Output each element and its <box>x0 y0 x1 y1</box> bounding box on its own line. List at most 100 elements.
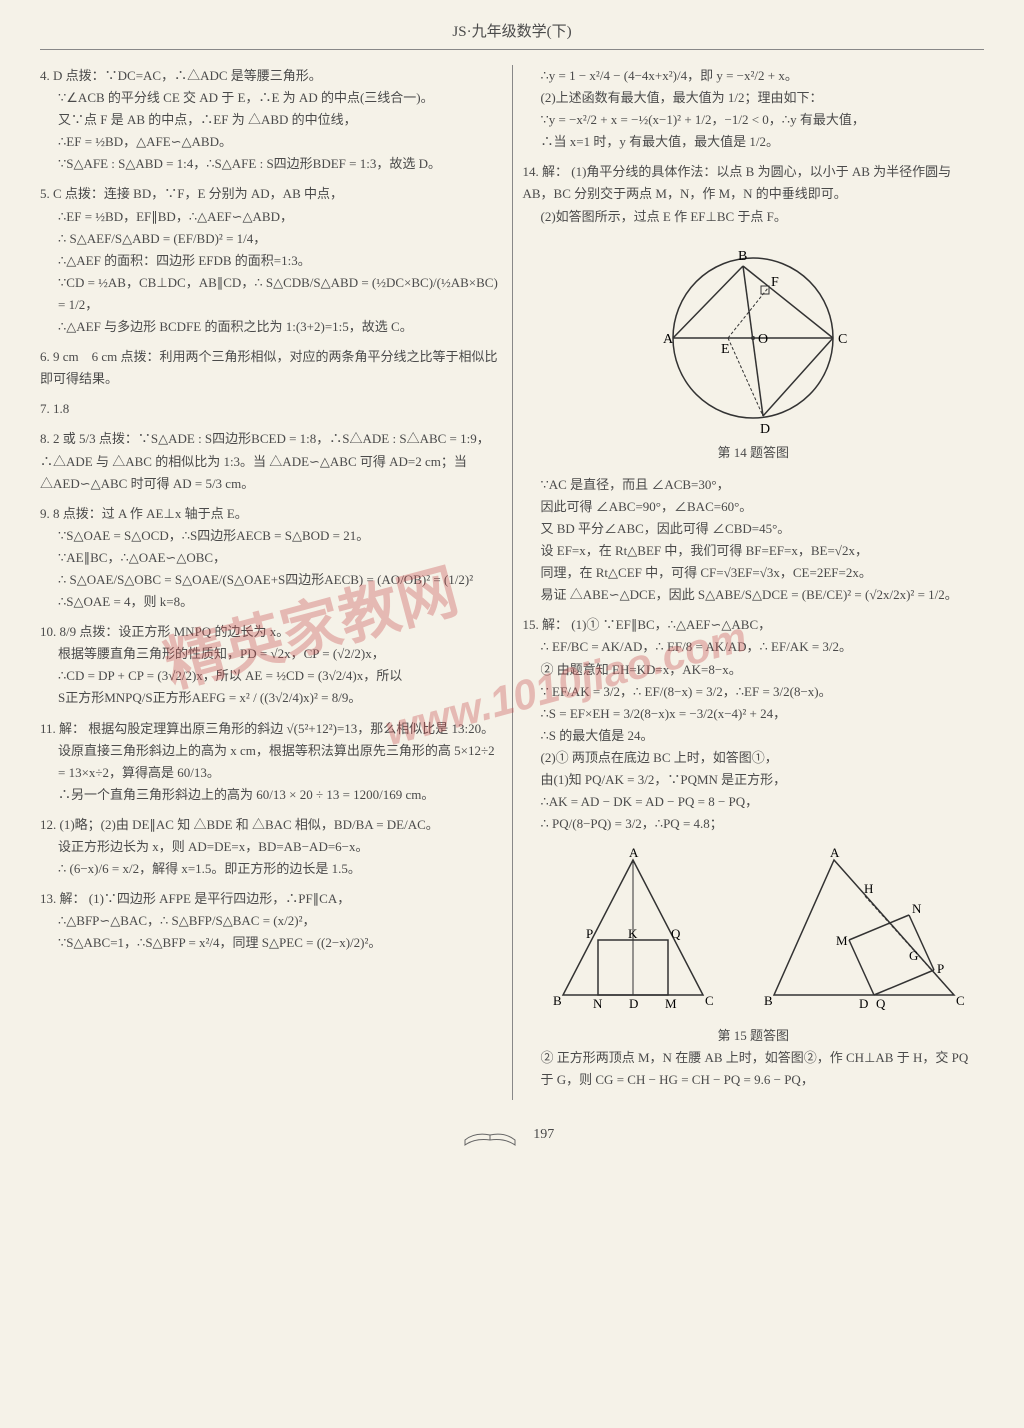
q10-line3: ∴CD = DP + CP = (3√2/2)x，所以 AE = ½CD = (… <box>40 665 502 687</box>
label-K1: K <box>628 926 638 941</box>
q14-line1: (1)角平分线的具体作法：以点 B 为圆心，以小于 AB 为半径作圆与 AB，B… <box>523 164 952 201</box>
q13c-line1: ∴y = 1 − x²/4 − (4−4x+x²)/4，即 y = −x²/2 … <box>523 65 985 87</box>
figure-15: A B C P Q K N D M ① <box>523 845 985 1015</box>
label-C: C <box>838 332 847 347</box>
figure-15-2-svg: A B C H N P M G D Q ② <box>764 845 964 1015</box>
figure-14-svg: A B C D E F O <box>653 238 853 438</box>
label-D2: D <box>859 996 868 1011</box>
label-A1: A <box>629 845 639 860</box>
q14-line7: 同理，在 Rt△CEF 中，可得 CF=√3EF=√3x，CE=2EF=2x。 <box>523 562 985 584</box>
q13-line3: ∵S△ABC=1，∴S△BFP = x²/4，同理 S△PEC = ((2−x)… <box>40 932 502 954</box>
q15-line2: ∴ EF/BC = AK/AD，∴ EF/8 = AK/AD，∴ EF/AK =… <box>523 636 985 658</box>
q5-num: 5. C <box>40 186 62 201</box>
question-4: 4. D 点拨：∵DC=AC，∴△ADC 是等腰三角形。 ∵∠ACB 的平分线 … <box>40 65 502 175</box>
label-C2: C <box>956 993 964 1008</box>
q15-line6: ∴S 的最大值是 24。 <box>523 725 985 747</box>
label-C1: C <box>705 993 714 1008</box>
right-column: ∴y = 1 − x²/4 − (4−4x+x²)/4，即 y = −x²/2 … <box>523 65 985 1100</box>
question-13: 13. 解： (1)∵四边形 AFPE 是平行四边形，∴PF∥CA， ∴△BFP… <box>40 888 502 954</box>
page-header: JS·九年级数学(下) <box>40 20 984 50</box>
q5-hint: 点拨：连接 BD，∵F，E 分别为 AD，AB 中点， <box>65 186 343 201</box>
q7-num: 7. 1.8 <box>40 401 69 416</box>
q5-line4: ∴△AEF 的面积：四边形 EFDB 的面积=1:3。 <box>40 250 502 272</box>
q9-num: 9. 8 <box>40 506 60 521</box>
q15-num: 15. 解： <box>523 617 569 632</box>
q15-line4: ∵ EF/AK = 3/2，∴ EF/(8−x) = 3/2，∴EF = 3/2… <box>523 681 985 703</box>
label-B: B <box>738 249 747 264</box>
label-H2: H <box>864 881 873 896</box>
q9-line4: ∴ S△OAE/S△OBC = S△OAE/(S△OAE+S四边形AECB) =… <box>40 569 502 591</box>
q14-line3: ∵AC 是直径，而且 ∠ACB=30°， <box>523 474 985 496</box>
label-B2: B <box>764 993 773 1008</box>
question-8: 8. 2 或 5/3 点拨：∵S△ADE : S四边形BCED = 1:8，∴S… <box>40 428 502 494</box>
figure-14: A B C D E F O 第 14 题答图 <box>523 238 985 464</box>
q4-line5: ∵S△AFE : S△ABD = 1:4，∴S△AFE : S四边形BDEF =… <box>40 153 502 175</box>
q14-line4: 因此可得 ∠ABC=90°，∠BAC=60°。 <box>523 496 985 518</box>
q13c-line4: ∴当 x=1 时，y 有最大值，最大值是 1/2。 <box>523 131 985 153</box>
q10-hint: 点拨：设正方形 MNPQ 的边长为 x。 <box>79 624 289 639</box>
label-D1: D <box>629 996 638 1011</box>
q13-line1: (1)∵四边形 AFPE 是平行四边形，∴PF∥CA， <box>89 891 350 906</box>
label-F: F <box>771 275 779 290</box>
q5-line3: ∴ S△AEF/S△ABD = (EF/BD)² = 1/4， <box>40 228 502 250</box>
label-O: O <box>758 332 768 347</box>
q5-line6: ∴△AEF 与多边形 BCDFE 的面积之比为 1:(3+2)=1:5，故选 C… <box>40 316 502 338</box>
q12-num: 12. <box>40 817 56 832</box>
q8-num: 8. 2 或 5/3 <box>40 431 96 446</box>
q11-line3: ∴另一个直角三角形斜边上的高为 60/13 × 20 ÷ 13 = 1200/1… <box>40 784 502 806</box>
question-15: 15. 解： (1)① ∵EF∥BC，∴△AEF∽△ABC， ∴ EF/BC =… <box>523 614 985 1091</box>
q15-line11: ② 正方形两顶点 M，N 在腰 AB 上时，如答图②，作 CH⊥AB 于 H，交… <box>523 1047 985 1091</box>
q4-line3: 又∵点 F 是 AB 的中点，∴EF 为 △ABD 的中位线， <box>40 109 502 131</box>
q9-line3: ∵AE∥BC，∴△OAE∽△OBC， <box>40 547 502 569</box>
q5-line2: ∴EF = ½BD，EF∥BD，∴△AEF∽△ABD， <box>40 206 502 228</box>
q14-line2: (2)如答图所示，过点 E 作 EF⊥BC 于点 F。 <box>523 206 985 228</box>
q11-line2: 设原直接三角形斜边上的高为 x cm，根据等积法算出原先三角形的高 5×12÷2… <box>40 740 502 784</box>
label-M2: M <box>836 933 848 948</box>
q8-hint: 点拨：∵S△ADE : S四边形BCED = 1:8，∴S△ADE : S△AB… <box>40 431 490 490</box>
q15-line7: (2)① 两顶点在底边 BC 上时，如答图①， <box>523 747 985 769</box>
column-divider <box>512 65 513 1100</box>
q15-line3: ② 由题意知 EH=KD=x，AK=8−x。 <box>523 659 985 681</box>
question-9: 9. 8 点拨：过 A 作 AE⊥x 轴于点 E。 ∵S△OAE = S△OCD… <box>40 503 502 613</box>
q12-line2: 设正方形边长为 x，则 AD=DE=x，BD=AB−AD=6−x。 <box>40 836 502 858</box>
q15-line10: ∴ PQ/(8−PQ) = 3/2，∴PQ = 4.8； <box>523 813 985 835</box>
q14-line5: 又 BD 平分∠ABC，因此可得 ∠CBD=45°。 <box>523 518 985 540</box>
q14-line8: 易证 △ABE∽△DCE，因此 S△ABE/S△DCE = (BE/CE)² =… <box>523 584 985 606</box>
left-column: 4. D 点拨：∵DC=AC，∴△ADC 是等腰三角形。 ∵∠ACB 的平分线 … <box>40 65 502 1100</box>
label-M1: M <box>665 996 677 1011</box>
q12-line1: (1)略；(2)由 DE∥AC 知 △BDE 和 △BAC 相似，BD/BA =… <box>60 817 439 832</box>
q4-line4: ∴EF = ½BD，△AFE∽△ABD。 <box>40 131 502 153</box>
label-P1: P <box>586 926 593 941</box>
q15-line9: ∴AK = AD − DK = AD − PQ = 8 − PQ， <box>523 791 985 813</box>
q10-line4: S正方形MNPQ/S正方形AEFG = x² / ((3√2/4)x)² = 8… <box>40 687 502 709</box>
q9-line5: ∴S△OAE = 4，则 k=8。 <box>40 591 502 613</box>
q14-line6: 设 EF=x，在 Rt△BEF 中，我们可得 BF=EF=x，BE=√2x， <box>523 540 985 562</box>
label-E: E <box>721 342 730 357</box>
page-number-area: 197 <box>40 1120 984 1150</box>
label-N1: N <box>593 996 603 1011</box>
q6-num: 6. 9 cm 6 cm <box>40 349 117 364</box>
q15-line1: (1)① ∵EF∥BC，∴△AEF∽△ABC， <box>571 617 771 632</box>
q5-line5: ∵CD = ½AB，CB⊥DC，AB∥CD，∴ S△CDB/S△ABD = (½… <box>40 272 502 316</box>
q9-hint: 点拨：过 A 作 AE⊥x 轴于点 E。 <box>63 506 248 521</box>
figure-14-caption: 第 14 题答图 <box>523 442 985 464</box>
question-14: 14. 解： (1)角平分线的具体作法：以点 B 为圆心，以小于 AB 为半径作… <box>523 161 985 606</box>
q13-line2: ∴△BFP∽△BAC，∴ S△BFP/S△BAC = (x/2)²， <box>40 910 502 932</box>
q14-num: 14. 解： <box>523 164 569 179</box>
page: JS·九年级数学(下) 精英家教网 www.1010jiao.com 4. D … <box>0 0 1024 1170</box>
q4-num: 4. D <box>40 68 62 83</box>
q13c-line2: (2)上述函数有最大值，最大值为 1/2；理由如下： <box>523 87 985 109</box>
book-icon <box>460 1120 520 1150</box>
q15-line5: ∴S = EF×EH = 3/2(8−x)x = −3/2(x−4)² + 24… <box>523 703 985 725</box>
q4-hint: 点拨：∵DC=AC，∴△ADC 是等腰三角形。 <box>66 68 322 83</box>
label-D: D <box>760 422 770 437</box>
question-7: 7. 1.8 <box>40 398 502 420</box>
figure-15-caption: 第 15 题答图 <box>523 1025 985 1047</box>
question-13-continued: ∴y = 1 − x²/4 − (4−4x+x²)/4，即 y = −x²/2 … <box>523 65 985 153</box>
q4-line2: ∵∠ACB 的平分线 CE 交 AD 于 E，∴E 为 AD 的中点(三线合一)… <box>40 87 502 109</box>
q11-num: 11. 解： <box>40 721 85 736</box>
label-Q1: Q <box>671 926 681 941</box>
q10-num: 10. 8/9 <box>40 624 76 639</box>
figure-15-1-svg: A B C P Q K N D M ① <box>543 845 723 1015</box>
q9-line2: ∵S△OAE = S△OCD，∴S四边形AECB = S△BOD = 21。 <box>40 525 502 547</box>
